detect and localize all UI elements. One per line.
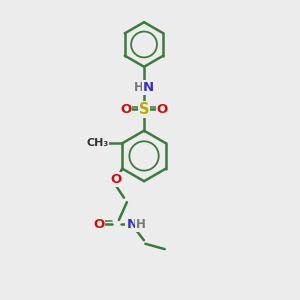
Text: N: N [143, 81, 154, 94]
Text: O: O [110, 173, 121, 186]
Text: S: S [139, 102, 149, 117]
Text: CH₃: CH₃ [87, 138, 109, 148]
Text: O: O [120, 103, 131, 116]
Text: H: H [134, 81, 144, 94]
Text: O: O [93, 218, 104, 231]
Text: O: O [157, 103, 168, 116]
Text: H: H [136, 218, 146, 231]
Text: N: N [126, 218, 137, 231]
